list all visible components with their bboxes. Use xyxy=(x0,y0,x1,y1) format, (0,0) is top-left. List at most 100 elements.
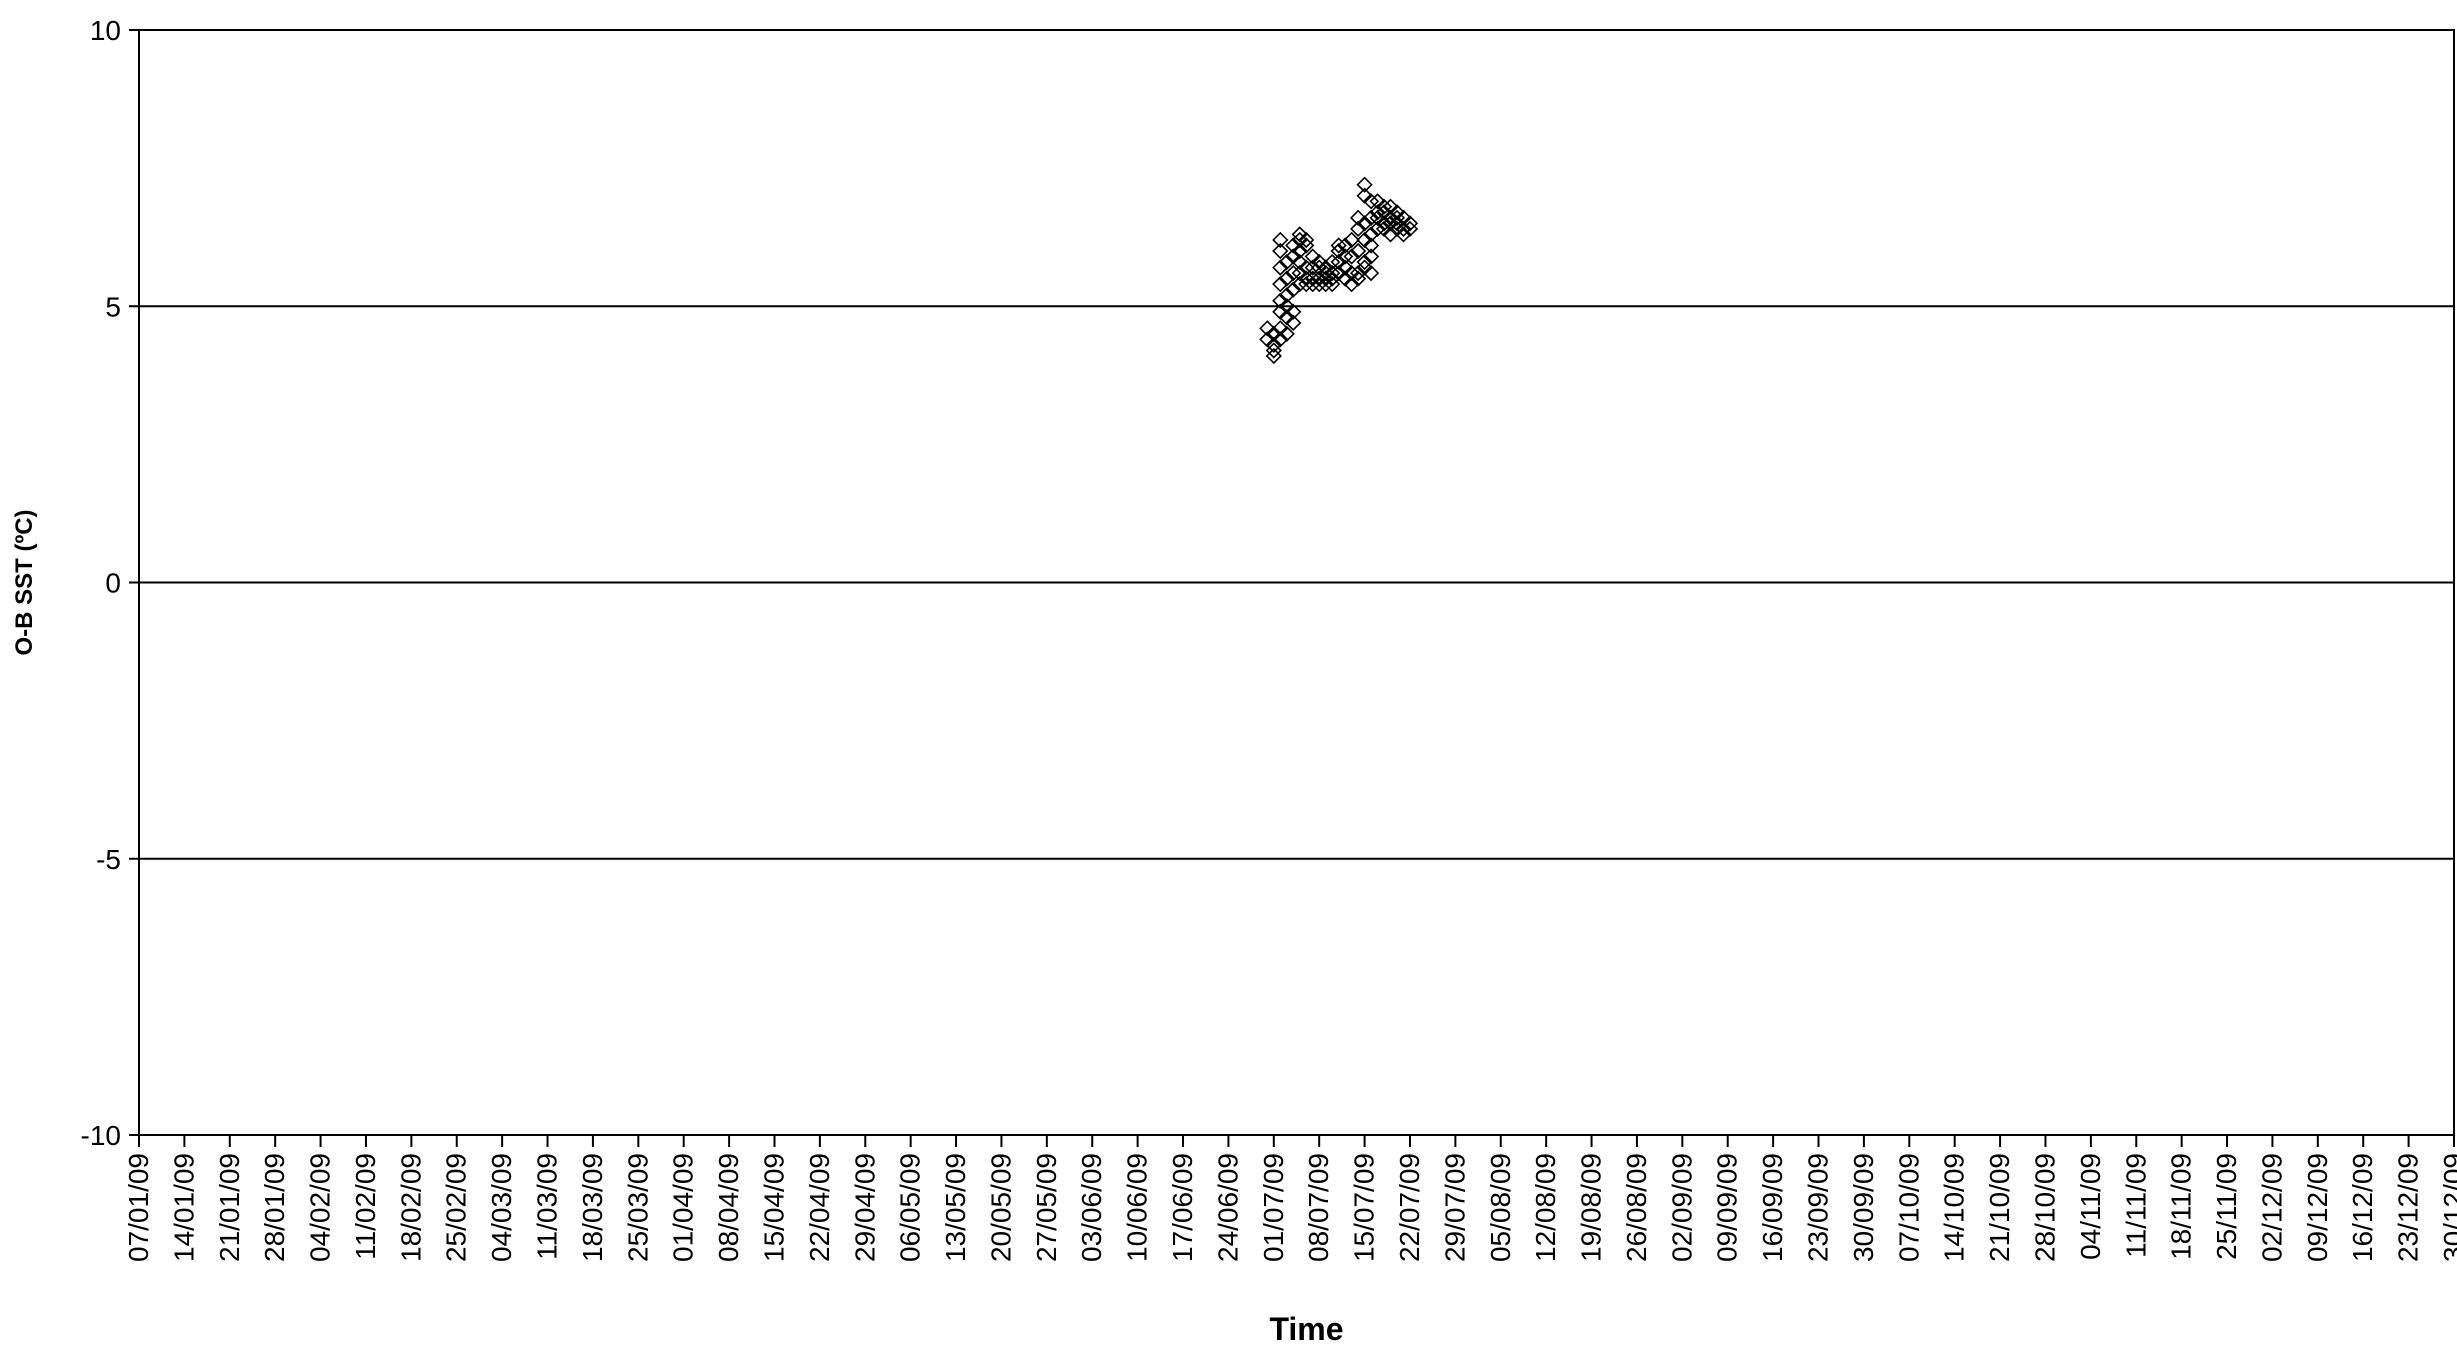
data-point xyxy=(1343,231,1360,249)
x-tick-label: 25/03/09 xyxy=(622,1153,653,1262)
data-point xyxy=(1401,215,1419,232)
data-point xyxy=(1265,342,1282,359)
x-tick-label: 23/12/09 xyxy=(2393,1153,2424,1262)
data-point xyxy=(1343,276,1360,293)
data-point xyxy=(1330,237,1347,254)
data-point xyxy=(1369,204,1386,221)
data-point xyxy=(1278,287,1295,304)
x-tick-label: 25/02/09 xyxy=(441,1153,472,1262)
data-point xyxy=(1291,242,1308,260)
x-tick-label: 09/09/09 xyxy=(1712,1153,1743,1262)
data-point xyxy=(1291,276,1308,293)
x-axis-title: Time xyxy=(1269,1311,1343,1347)
x-tick-label: 21/01/09 xyxy=(214,1153,245,1262)
data-point xyxy=(1298,231,1315,249)
data-point xyxy=(1324,253,1341,271)
x-tick-label: 30/12/09 xyxy=(2438,1153,2457,1262)
x-tick-label: 18/03/09 xyxy=(577,1153,608,1262)
data-point xyxy=(1278,325,1295,343)
data-point xyxy=(1311,276,1328,293)
x-tick-label: 17/06/09 xyxy=(1167,1153,1198,1262)
x-tick-label: 23/09/09 xyxy=(1803,1153,1834,1262)
x-tick-label: 18/11/09 xyxy=(2166,1153,2197,1260)
data-point xyxy=(1278,270,1295,287)
data-point xyxy=(1349,264,1367,282)
x-tick-label: 08/07/09 xyxy=(1303,1153,1334,1262)
y-tick-label: -10 xyxy=(81,1120,121,1151)
data-point xyxy=(1356,176,1373,193)
data-point xyxy=(1349,270,1367,287)
data-point xyxy=(1375,215,1393,232)
x-tick-label: 07/01/09 xyxy=(123,1153,154,1262)
x-tick-label: 27/05/09 xyxy=(1031,1153,1062,1262)
data-point xyxy=(1401,220,1419,238)
data-point xyxy=(1272,276,1289,293)
x-tick-label: 15/07/09 xyxy=(1349,1153,1380,1262)
x-tick-label: 15/04/09 xyxy=(758,1153,789,1262)
y-tick-label: 5 xyxy=(105,291,121,322)
data-point xyxy=(1375,198,1393,215)
y-axis-ticks: 10 5 0 -5 -10 xyxy=(81,15,139,1151)
x-tick-label: 22/04/09 xyxy=(804,1153,835,1262)
x-tick-label: 07/10/09 xyxy=(1893,1153,1924,1262)
data-point xyxy=(1272,331,1289,348)
x-tick-label: 16/09/09 xyxy=(1757,1153,1788,1262)
data-point xyxy=(1285,303,1302,320)
x-tick-label: 13/05/09 xyxy=(940,1153,971,1262)
x-tick-label: 18/02/09 xyxy=(395,1153,426,1262)
x-tick-label: 11/11/09 xyxy=(2120,1153,2151,1258)
x-tick-label: 30/09/09 xyxy=(1848,1153,1879,1262)
x-tick-label: 10/06/09 xyxy=(1122,1153,1153,1262)
data-point xyxy=(1356,215,1373,232)
data-point xyxy=(1382,226,1399,243)
data-point xyxy=(1369,220,1386,238)
x-tick-label: 05/08/09 xyxy=(1485,1153,1516,1262)
x-tick-label: 22/07/09 xyxy=(1394,1153,1425,1262)
data-point xyxy=(1362,226,1380,243)
y-axis-title: O-B SST (ºC) xyxy=(11,509,38,655)
x-tick-label: 20/05/09 xyxy=(985,1153,1016,1262)
data-point xyxy=(1324,270,1341,287)
x-tick-label: 25/11/09 xyxy=(2211,1153,2242,1260)
x-tick-label: 14/10/09 xyxy=(1939,1153,1970,1262)
data-point xyxy=(1395,226,1412,243)
x-tick-label: 04/03/09 xyxy=(486,1153,517,1262)
y-tick-label: 10 xyxy=(90,15,121,46)
data-point xyxy=(1265,336,1282,354)
data-point xyxy=(1272,259,1289,276)
data-point xyxy=(1343,248,1360,265)
data-point xyxy=(1362,237,1380,254)
data-point xyxy=(1356,253,1373,271)
data-point xyxy=(1349,242,1367,260)
data-point xyxy=(1298,259,1315,276)
data-point xyxy=(1278,253,1295,271)
data-point xyxy=(1304,259,1321,276)
x-tick-label: 04/02/09 xyxy=(305,1153,336,1262)
x-tick-label: 08/04/09 xyxy=(713,1153,744,1262)
data-point xyxy=(1285,281,1302,298)
x-tick-label: 11/03/09 xyxy=(532,1153,563,1260)
x-tick-label: 02/12/09 xyxy=(2256,1153,2287,1262)
data-point xyxy=(1336,237,1354,254)
x-tick-label: 02/09/09 xyxy=(1666,1153,1697,1262)
x-tick-label: 24/06/09 xyxy=(1212,1153,1243,1262)
x-tick-label: 09/12/09 xyxy=(2302,1153,2333,1262)
data-point xyxy=(1272,231,1289,249)
data-point xyxy=(1362,209,1380,226)
x-tick-label: 12/08/09 xyxy=(1530,1153,1561,1262)
data-point xyxy=(1272,242,1289,260)
x-tick-label: 01/04/09 xyxy=(668,1153,699,1262)
data-point xyxy=(1324,264,1341,282)
data-point xyxy=(1336,248,1354,265)
data-point xyxy=(1285,264,1302,282)
x-tick-label: 28/10/09 xyxy=(2029,1153,2060,1262)
x-tick-label: 03/06/09 xyxy=(1076,1153,1107,1262)
data-point xyxy=(1395,220,1412,238)
data-point xyxy=(1285,314,1302,331)
x-tick-label: 14/01/09 xyxy=(168,1153,199,1262)
x-tick-label: 26/08/09 xyxy=(1621,1153,1652,1262)
x-tick-label: 06/05/09 xyxy=(895,1153,926,1262)
gridlines xyxy=(139,305,2454,860)
x-tick-label: 04/11/09 xyxy=(2075,1153,2106,1260)
